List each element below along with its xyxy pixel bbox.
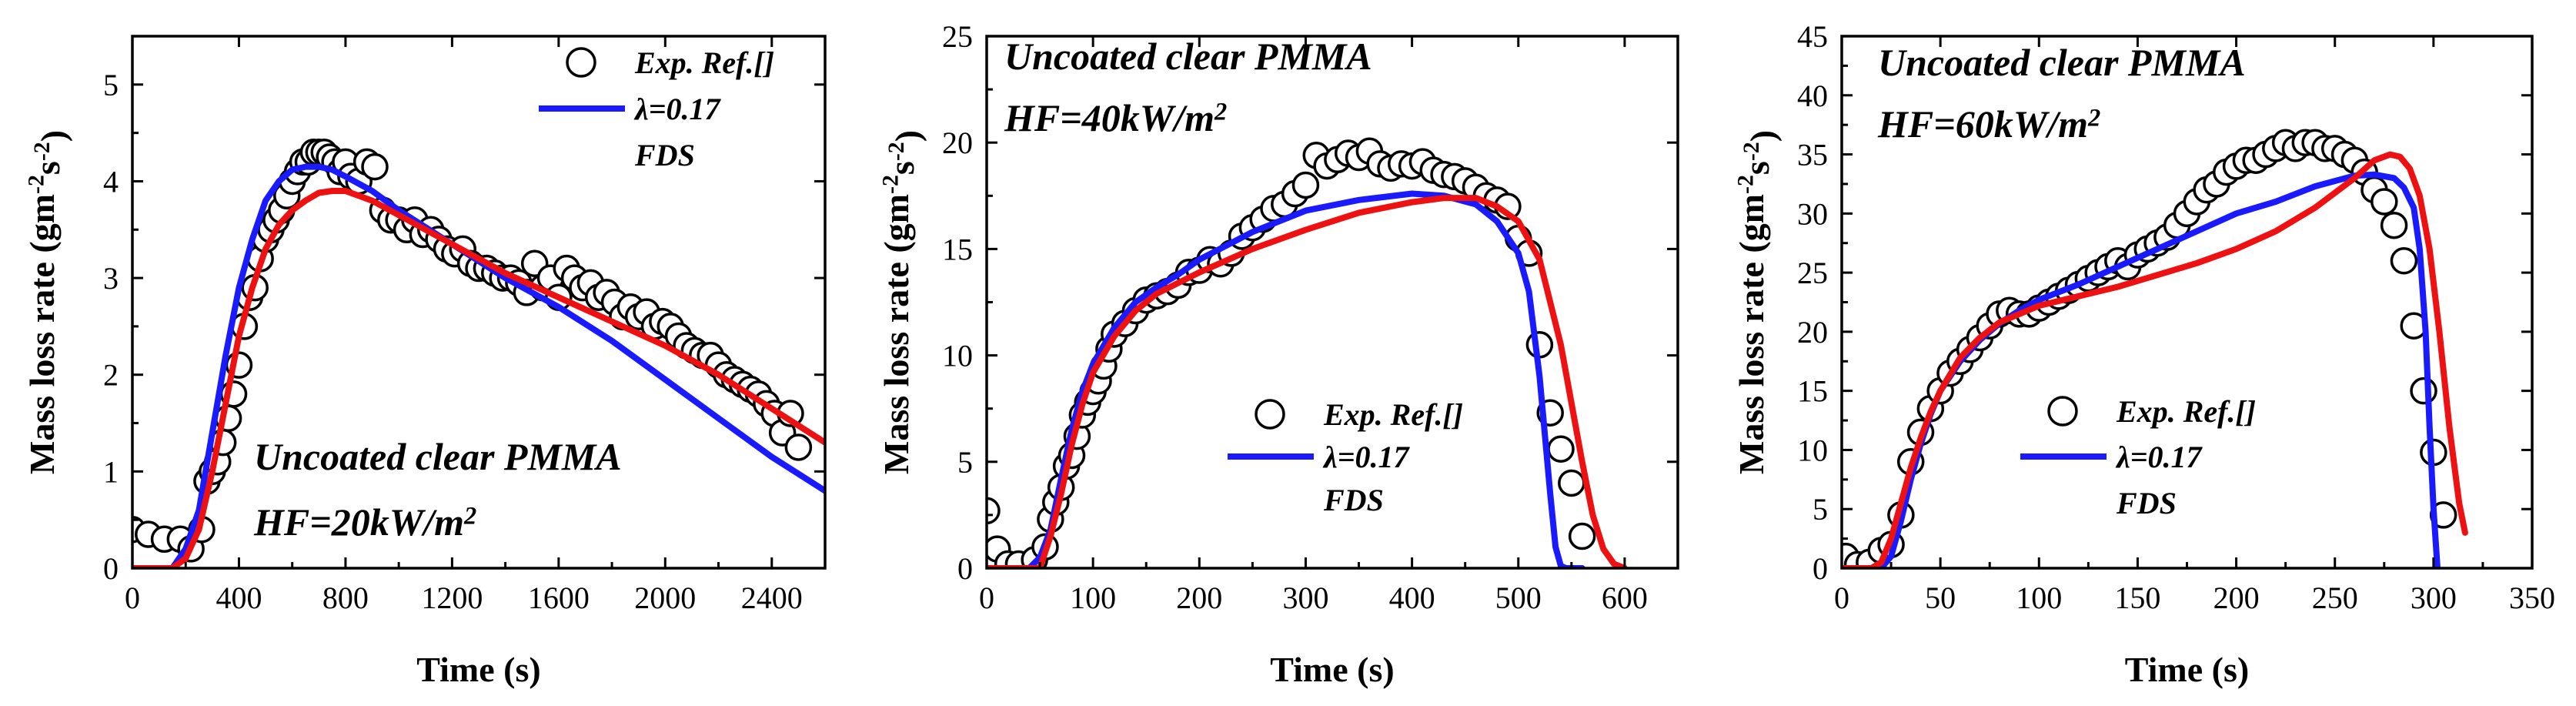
x-tick-label: 0 — [125, 581, 140, 615]
legend-exp-label: Exp. Ref.[] — [1323, 397, 1463, 432]
x-tick-label: 400 — [216, 581, 262, 615]
exp-marker — [1558, 469, 1585, 497]
y-tick-label: 3 — [103, 261, 119, 296]
y-tick-label: 0 — [957, 551, 973, 586]
fds-line — [1842, 151, 2468, 568]
plot-area — [987, 137, 1628, 568]
legend-exp-marker — [566, 47, 596, 78]
y-tick-label: 35 — [1797, 138, 1828, 172]
exp-marker — [1291, 171, 1320, 199]
annotation-material: Uncoated clear PMMA — [254, 435, 622, 478]
x-tick-label: 800 — [322, 581, 369, 615]
y-tick-label: 5 — [1813, 492, 1828, 527]
exp-marker — [1547, 435, 1575, 463]
y-tick-label: 25 — [1797, 256, 1828, 290]
x-tick-label: 350 — [2509, 581, 2555, 615]
legend-exp-label: Exp. Ref.[] — [2116, 394, 2256, 429]
annotation-material: Uncoated clear PMMA — [1878, 41, 2246, 84]
x-tick-label: 50 — [1925, 581, 1956, 615]
y-tick-label: 15 — [1797, 374, 1828, 409]
exp-marker — [2371, 188, 2398, 216]
lambda-line — [132, 163, 825, 568]
y-tick-label: 15 — [942, 232, 973, 266]
exp-marker — [987, 497, 1001, 525]
plot-area — [132, 139, 825, 568]
annotation-material: Uncoated clear PMMA — [1004, 35, 1372, 78]
exp-marker — [2410, 376, 2437, 405]
legend-lambda-label: λ=0.17 — [633, 92, 722, 126]
y-tick-label: 0 — [1813, 551, 1828, 586]
exp-marker — [1568, 522, 1596, 550]
x-tick-label: 150 — [2114, 581, 2160, 615]
exp-marker — [361, 152, 389, 181]
axes-frame — [131, 35, 827, 570]
y-tick-label: 20 — [1797, 315, 1828, 350]
x-tick-label: 300 — [1282, 581, 1328, 615]
legend-lambda-label: λ=0.17 — [2115, 440, 2203, 474]
x-tick-label: 0 — [1834, 581, 1849, 615]
exp-marker — [2390, 247, 2418, 275]
x-axis-title: Time (s) — [2125, 650, 2249, 689]
x-tick-label: 300 — [2411, 581, 2457, 615]
lambda-line — [987, 190, 1585, 568]
x-axis-title: Time (s) — [1270, 650, 1394, 689]
y-tick-label: 45 — [1797, 19, 1828, 54]
x-axis-title: Time (s) — [416, 650, 540, 689]
annotation-heat-flux: HF=20kW/m2​ — [253, 500, 476, 544]
y-tick-label: 5 — [957, 445, 973, 480]
legend-fds-label: FDS — [634, 138, 695, 172]
chart-panel-2: 0 100 200 300 400 500 600 0 5 10 15 20 25 Time (s) Mas… — [877, 19, 1679, 689]
y-axis-title: Mass loss rate (gm-2​s-2​) — [1732, 130, 1782, 474]
y-axis-title: Mass loss rate (gm-2​s-2​) — [22, 130, 72, 474]
x-tick-label: 400 — [1389, 581, 1435, 615]
y-tick-label: 1 — [103, 454, 119, 489]
x-tick-label: 2000 — [634, 581, 696, 615]
legend-fds-label: FDS — [1323, 483, 1384, 517]
legend-lambda-label: λ=0.17 — [1322, 440, 1411, 474]
y-tick-label: 30 — [1797, 196, 1828, 231]
chart-panel-1: 0 400 800 1200 1600 2000 2400 0 1 2 3 4 5 Time (s) Mas… — [22, 35, 827, 689]
x-tick-label: 200 — [1176, 581, 1222, 615]
legend-exp-marker — [1255, 399, 1285, 430]
x-tick-label: 2400 — [741, 581, 803, 615]
chart-panel-3: 0 50 100 150 200 250 300 350 0 5 10 15 20 25 30 35 40 45 T… — [1732, 19, 2555, 689]
x-tick-label: 100 — [2016, 581, 2062, 615]
legend-fds-label: FDS — [2116, 486, 2177, 520]
y-tick-label: 10 — [1797, 433, 1828, 467]
annotation-heat-flux: HF=40kW/m2​ — [1004, 96, 1227, 139]
fds-line — [987, 195, 1628, 568]
x-tick-label: 500 — [1495, 581, 1542, 615]
y-axis-title: Mass loss rate (gm-2​s-2​) — [877, 130, 927, 474]
x-tick-label: 1200 — [421, 581, 483, 615]
legend-exp-marker — [2047, 396, 2078, 427]
exp-marker — [784, 433, 813, 461]
x-tick-label: 1600 — [528, 581, 590, 615]
y-tick-label: 0 — [103, 551, 119, 586]
x-tick-label: 600 — [1602, 581, 1648, 615]
x-tick-label: 0 — [979, 581, 994, 615]
annotation-heat-flux: HF=60kW/m2​ — [1877, 102, 2100, 146]
exp-marker — [2380, 211, 2408, 239]
x-tick-label: 250 — [2312, 581, 2358, 615]
x-tick-label: 100 — [1070, 581, 1116, 615]
y-tick-label: 40 — [1797, 79, 1828, 113]
legend-exp-label: Exp. Ref.[] — [634, 45, 774, 80]
y-tick-label: 25 — [942, 19, 973, 54]
y-tick-label: 4 — [103, 164, 119, 199]
y-tick-label: 2 — [103, 358, 119, 393]
y-tick-label: 5 — [103, 68, 119, 102]
y-tick-label: 10 — [942, 339, 973, 373]
fds-line — [132, 188, 825, 568]
plot-area — [1842, 129, 2468, 568]
y-tick-label: 20 — [942, 125, 973, 160]
x-tick-label: 200 — [2213, 581, 2260, 615]
